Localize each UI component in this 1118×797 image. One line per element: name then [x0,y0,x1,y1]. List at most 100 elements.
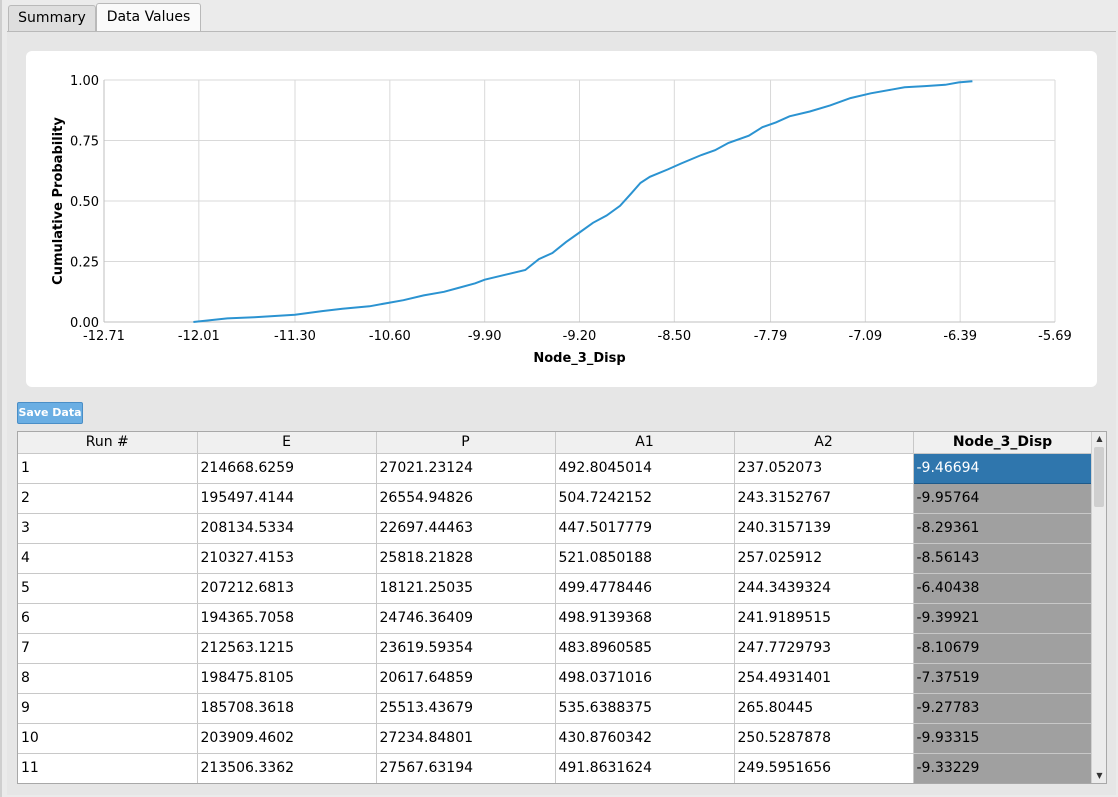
table-row[interactable]: 7 212563.1215 23619.59354 483.8960585 247.77… [18,633,1093,664]
table-cell[interactable]: 194365.7058 [197,603,377,634]
table-cell[interactable]: 23619.59354 [376,633,556,664]
column-header-e[interactable]: E [197,432,377,454]
table-cell[interactable]: 26554.94826 [376,483,556,514]
table-cell[interactable]: 504.7242152 [555,483,735,514]
table-row[interactable]: 10 203909.4602 27234.84801 430.8760342 250.5… [18,723,1093,754]
table-cell[interactable]: 27567.63194 [376,753,556,783]
tab-data-values[interactable]: Data Values [96,3,201,32]
table-cell[interactable]: -8.10679 [913,633,1093,664]
table-cell[interactable]: -8.56143 [913,543,1093,574]
save-data-button[interactable]: Save Data [17,402,83,424]
table-cell[interactable]: 254.4931401 [734,663,914,694]
table-cell[interactable]: 237.052073 [734,453,914,484]
table-row[interactable]: 8 198475.8105 20617.64859 498.0371016 254.49… [18,663,1093,694]
column-header-node-3-disp[interactable]: Node_3_Disp [913,432,1093,454]
table-cell[interactable]: -8.29361 [913,513,1093,544]
table-cell[interactable]: 6 [18,603,198,634]
table-cell[interactable]: 11 [18,753,198,783]
table-cell[interactable]: -9.46694 [912,452,1093,484]
table-cell[interactable]: 198475.8105 [197,663,377,694]
table-cell[interactable]: 210327.4153 [197,543,377,574]
table-cell[interactable]: -9.33229 [913,753,1093,783]
table-cell[interactable]: 240.3157139 [734,513,914,544]
scroll-up-icon[interactable]: ▲ [1096,434,1103,443]
table-cell[interactable]: 24746.36409 [376,603,556,634]
table-cell[interactable]: 195497.4144 [197,483,377,514]
table-cell[interactable]: 491.8631624 [555,753,735,783]
table-cell[interactable]: 208134.5334 [197,513,377,544]
table-cell[interactable]: 265.80445 [734,693,914,724]
column-header-a1[interactable]: A1 [555,432,735,454]
x-tick-label: -5.69 [1038,329,1072,344]
table-cell[interactable]: 499.4778446 [555,573,735,604]
table-header-row: Run # E P A1 A2 Node_3_Disp [18,432,1093,454]
chart-svg: -12.71 -12.01 -11.30 -10.60 -9.90 -9.20 -8.50 -… [51,74,1072,366]
table-cell[interactable]: 535.6388375 [555,693,735,724]
table-cell[interactable]: -7.37519 [913,663,1093,694]
table-row[interactable]: 9 185708.3618 25513.43679 535.6388375 265.80… [18,693,1093,724]
y-tick-label: 0.75 [70,135,99,150]
table-row[interactable]: 11 213506.3362 27567.63194 491.8631624 249.5… [18,753,1093,783]
scroll-thumb[interactable] [1094,447,1104,507]
tab-summary[interactable]: Summary [8,5,96,32]
column-header-run[interactable]: Run # [18,432,198,454]
column-header-a2[interactable]: A2 [734,432,914,454]
table-cell[interactable]: 521.0850188 [555,543,735,574]
table-cell[interactable]: 20617.64859 [376,663,556,694]
table-row[interactable]: 5 207212.6813 18121.25035 499.4778446 244.34… [18,573,1093,604]
tab-bar: Summary Data Values [0,0,1118,32]
table-cell[interactable]: -9.39921 [913,603,1093,634]
table-cell[interactable]: 8 [18,663,198,694]
table-cell[interactable]: 430.8760342 [555,723,735,754]
table-cell[interactable]: 212563.1215 [197,633,377,664]
table-cell[interactable]: 18121.25035 [376,573,556,604]
table-cell[interactable]: 498.9139368 [555,603,735,634]
table-cell[interactable]: 27021.23124 [376,453,556,484]
table-cell[interactable]: 214668.6259 [197,453,377,484]
table-cell[interactable]: 244.3439324 [734,573,914,604]
table-cell[interactable]: 5 [18,573,198,604]
table-cell[interactable]: -9.95764 [913,483,1093,514]
table-cell[interactable]: 247.7729793 [734,633,914,664]
table-cell[interactable]: 447.5017779 [555,513,735,544]
table-cell[interactable]: 7 [18,633,198,664]
scroll-down-icon[interactable]: ▼ [1096,771,1103,780]
cdf-chart: -12.71 -12.01 -11.30 -10.60 -9.90 -9.20 -8.50 -… [26,51,1097,387]
table-cell[interactable]: 25818.21828 [376,543,556,574]
table-cell[interactable]: 4 [18,543,198,574]
table-cell[interactable]: 213506.3362 [197,753,377,783]
table-cell[interactable]: 9 [18,693,198,724]
table-cell[interactable]: 3 [18,513,198,544]
table-cell[interactable]: 10 [18,723,198,754]
vertical-scrollbar[interactable]: ▲ ▼ [1091,432,1106,783]
column-header-p[interactable]: P [376,432,556,454]
x-tick-label: -11.30 [274,329,316,344]
table-cell[interactable]: -6.40438 [913,573,1093,604]
table-cell[interactable]: 185708.3618 [197,693,377,724]
y-tick-label: 1.00 [70,74,99,89]
table-cell[interactable]: -9.27783 [913,693,1093,724]
table-row[interactable]: 3 208134.5334 22697.44463 447.5017779 240.31… [18,513,1093,544]
table-cell[interactable]: 257.025912 [734,543,914,574]
table-cell[interactable]: 492.8045014 [555,453,735,484]
table-cell[interactable]: 1 [18,453,198,484]
table-cell[interactable]: 249.5951656 [734,753,914,783]
table-cell[interactable]: 241.9189515 [734,603,914,634]
table-cell[interactable]: 483.8960585 [555,633,735,664]
table-cell[interactable]: 27234.84801 [376,723,556,754]
table-cell[interactable]: 250.5287878 [734,723,914,754]
table-cell[interactable]: 203909.4602 [197,723,377,754]
table-cell[interactable]: 498.0371016 [555,663,735,694]
table-cell[interactable]: 22697.44463 [376,513,556,544]
table-row[interactable]: 1 214668.6259 27021.23124 492.8045014 237.05… [18,452,1093,484]
table-row[interactable]: 6 194365.7058 24746.36409 498.9139368 241.91… [18,603,1093,634]
table-row[interactable]: 4 210327.4153 25818.21828 521.0850188 257.02… [18,543,1093,574]
table-row[interactable]: 2 195497.4144 26554.94826 504.7242152 243.31… [18,483,1093,514]
x-tick-label: -10.60 [369,329,411,344]
table-cell[interactable]: 243.3152767 [734,483,914,514]
table-cell[interactable]: -9.93315 [913,723,1093,754]
y-tick-label: 0.25 [70,256,99,271]
table-cell[interactable]: 2 [18,483,198,514]
table-cell[interactable]: 25513.43679 [376,693,556,724]
table-cell[interactable]: 207212.6813 [197,573,377,604]
